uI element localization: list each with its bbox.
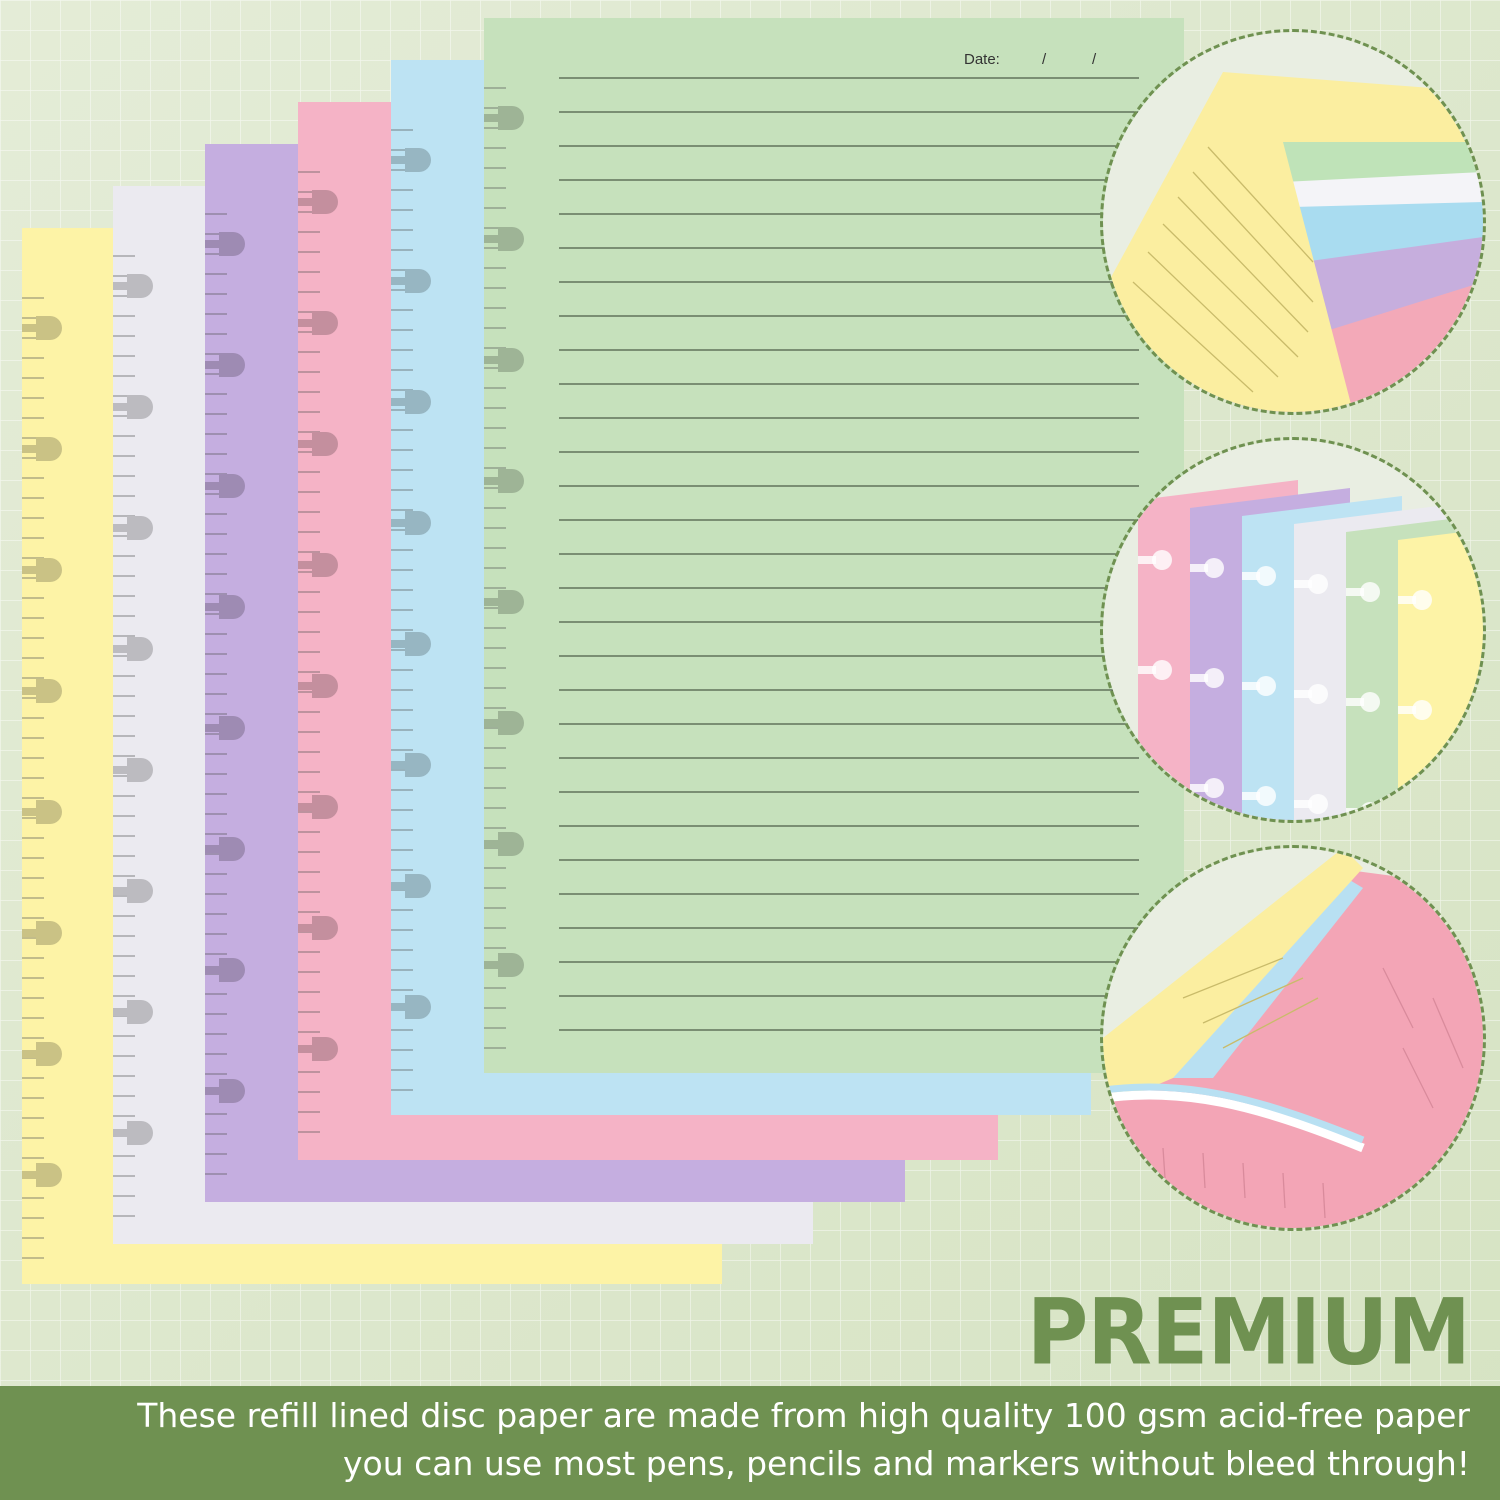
disc-hole-icon [484, 590, 524, 614]
disc-hole-icon [1138, 660, 1172, 680]
disc-hole-icon [1398, 590, 1432, 610]
disc-hole-icon [484, 106, 524, 130]
disc-hole-icon [205, 595, 245, 619]
disc-hole-icon [1294, 574, 1328, 594]
detail-circle-disc-holes [1103, 440, 1483, 820]
disc-hole-icon [22, 679, 62, 703]
disc-hole-icon [391, 269, 431, 293]
disc-hole-icon [484, 832, 524, 856]
disc-hole-icon [391, 511, 431, 535]
disc-hole-icon [22, 558, 62, 582]
disc-hole-icon [484, 227, 524, 251]
green-sheet [484, 18, 1184, 1073]
disc-hole-icon [205, 1079, 245, 1103]
disc-hole-icon [298, 311, 338, 335]
disc-hole-icon [391, 148, 431, 172]
disc-hole-icon [484, 469, 524, 493]
disc-hole-icon [1138, 550, 1172, 570]
disc-hole-icon [298, 1037, 338, 1061]
disc-hole-icon [484, 348, 524, 372]
headline: PREMIUM QUALITY [1026, 1279, 1471, 1493]
disc-hole-icon [113, 395, 153, 419]
disc-hole-icon [391, 995, 431, 1019]
disc-hole-icon [1190, 778, 1224, 798]
disc-hole-icon [1346, 692, 1380, 712]
disc-hole-icon [205, 716, 245, 740]
disc-hole-icon [1190, 668, 1224, 688]
disc-hole-icon [391, 632, 431, 656]
disc-hole-icon [298, 916, 338, 940]
disc-hole-icon [1242, 566, 1276, 586]
disc-hole-icon [22, 316, 62, 340]
disc-hole-icon [205, 353, 245, 377]
disc-hole-icon [113, 637, 153, 661]
disc-hole-icon [205, 474, 245, 498]
disc-hole-icon [391, 874, 431, 898]
description-line-2: you can use most pens, pencils and marke… [342, 1444, 1470, 1483]
detail-circle-fanned-pages [1103, 32, 1483, 412]
disc-hole-icon [22, 921, 62, 945]
disc-hole-icon [113, 758, 153, 782]
sheet-paper [484, 18, 1184, 1073]
disc-hole-icon [484, 711, 524, 735]
disc-hole-icon [113, 516, 153, 540]
disc-hole-icon [1242, 676, 1276, 696]
disc-hole-icon [1398, 700, 1432, 720]
disc-hole-icon [22, 1042, 62, 1066]
disc-hole-icon [1294, 684, 1328, 704]
disc-hole-icon [113, 879, 153, 903]
disc-hole-icon [298, 795, 338, 819]
disc-hole-icon [1242, 786, 1276, 806]
disc-hole-icon [113, 1121, 153, 1145]
description-band: These refill lined disc paper are made f… [0, 1386, 1500, 1500]
disc-hole-icon [1190, 558, 1224, 578]
disc-hole-icon [391, 390, 431, 414]
disc-hole-icon [298, 674, 338, 698]
disc-hole-icon [22, 800, 62, 824]
date-label: Date: [964, 51, 1000, 68]
date-separator: / [1092, 51, 1097, 68]
disc-hole-icon [113, 274, 153, 298]
description-line-1: These refill lined disc paper are made f… [137, 1396, 1470, 1435]
disc-hole-icon [205, 958, 245, 982]
disc-hole-icon [22, 437, 62, 461]
detail-circle-page-fold [1103, 848, 1483, 1228]
disc-hole-icon [484, 953, 524, 977]
disc-hole-icon [113, 1000, 153, 1024]
disc-hole-icon [1346, 582, 1380, 602]
disc-hole-icon [205, 837, 245, 861]
disc-hole-icon [22, 1163, 62, 1187]
disc-hole-icon [298, 432, 338, 456]
disc-hole-icon [298, 190, 338, 214]
disc-hole-icon [1294, 794, 1328, 814]
disc-hole-icon [205, 232, 245, 256]
disc-hole-icon [298, 553, 338, 577]
date-separator: / [1042, 51, 1047, 68]
disc-hole-icon [391, 753, 431, 777]
